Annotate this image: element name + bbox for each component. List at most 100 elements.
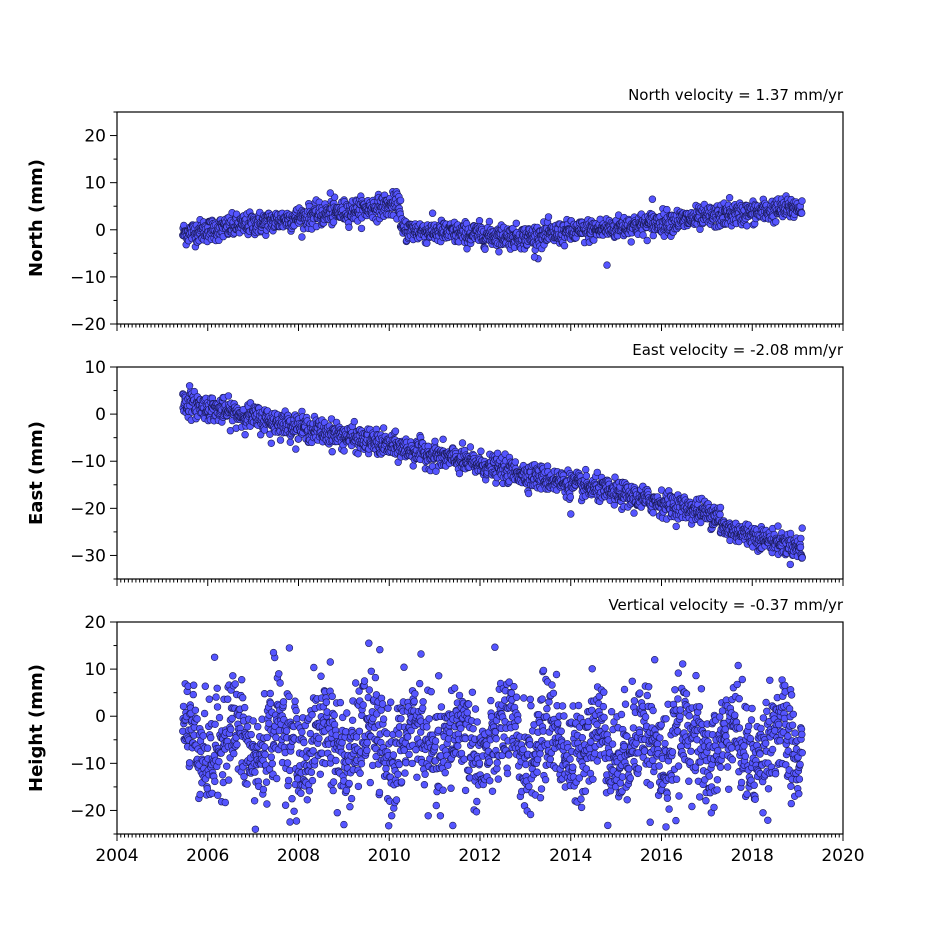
north-velocity-annotation: North velocity = 1.37 mm/yr — [628, 86, 844, 104]
east-velocity-annotation: East velocity = -2.08 mm/yr — [632, 341, 844, 359]
data-point — [215, 713, 224, 722]
data-point — [544, 213, 553, 221]
data-point — [410, 697, 418, 706]
data-point — [291, 697, 299, 705]
data-point — [225, 776, 233, 784]
data-point — [451, 684, 459, 692]
data-point — [388, 811, 396, 820]
data-point — [423, 723, 431, 731]
data-point — [566, 493, 575, 501]
data-point — [345, 223, 353, 232]
data-point — [419, 698, 427, 706]
data-point — [431, 737, 440, 745]
y-tick-label: 10 — [84, 358, 106, 378]
data-point — [193, 715, 201, 723]
data-point — [282, 727, 291, 735]
data-point — [360, 677, 369, 685]
height-panel: Vertical velocity = -0.37 mm/yr Height (… — [26, 596, 865, 866]
data-point — [485, 217, 494, 226]
data-point — [643, 236, 651, 245]
data-point — [345, 779, 353, 788]
data-point — [307, 768, 316, 776]
data-point — [425, 715, 433, 723]
data-point — [441, 768, 449, 777]
data-point — [233, 740, 241, 749]
data-point — [329, 778, 338, 786]
data-point — [363, 738, 371, 747]
data-point — [511, 458, 519, 466]
y-tick-label: 20 — [84, 127, 106, 147]
data-point — [649, 509, 657, 517]
data-point — [185, 759, 194, 767]
data-point — [292, 817, 301, 825]
data-point — [376, 645, 384, 654]
data-point — [205, 695, 214, 703]
data-point — [297, 789, 305, 797]
data-point — [560, 242, 569, 250]
data-point — [254, 722, 262, 731]
data-point — [241, 431, 249, 439]
y-tick-label: −10 — [70, 268, 106, 288]
data-point — [352, 679, 360, 687]
data-point — [396, 196, 405, 205]
data-point — [224, 392, 233, 400]
data-point — [354, 450, 362, 458]
data-point — [292, 445, 300, 453]
data-point — [465, 766, 473, 775]
data-point — [389, 751, 398, 759]
y-tick-label: 10 — [84, 174, 106, 194]
data-point — [310, 663, 318, 672]
outlier-point — [530, 253, 539, 261]
data-point — [250, 797, 259, 805]
data-point — [391, 427, 400, 435]
data-point — [431, 437, 439, 445]
data-point — [330, 711, 338, 719]
data-point — [322, 698, 331, 706]
data-point — [239, 693, 247, 702]
height-axis-label: Height (mm) — [26, 664, 47, 792]
data-point — [402, 758, 410, 767]
data-point — [196, 790, 204, 799]
data-point — [466, 443, 475, 451]
data-point — [356, 769, 364, 777]
data-point — [333, 808, 341, 817]
outlier-point — [267, 439, 275, 447]
north-points — [179, 188, 806, 269]
data-point — [298, 728, 306, 736]
data-point — [485, 758, 494, 766]
data-point — [413, 773, 421, 781]
y-tick-label: −10 — [70, 452, 106, 472]
data-point — [435, 672, 443, 680]
north-axis-label: North (mm) — [26, 159, 47, 277]
data-point — [343, 709, 351, 717]
data-point — [439, 786, 447, 794]
data-point — [329, 218, 338, 226]
north-panel: North velocity = 1.37 mm/yr North (mm) −… — [26, 86, 844, 335]
data-point — [266, 699, 275, 707]
data-point — [524, 489, 533, 498]
outlier-point — [567, 510, 575, 518]
data-point — [214, 791, 222, 799]
data-point — [716, 510, 724, 519]
data-point — [454, 742, 462, 750]
data-point — [627, 238, 635, 246]
data-point — [487, 696, 495, 705]
data-point — [375, 788, 384, 797]
outlier-point — [798, 554, 806, 562]
data-point — [199, 732, 207, 740]
data-point — [342, 727, 350, 736]
data-point — [273, 774, 281, 783]
data-point — [357, 760, 366, 768]
data-point — [486, 777, 494, 785]
data-point — [366, 778, 374, 787]
data-point — [207, 733, 215, 742]
data-point — [350, 417, 358, 426]
data-point — [317, 672, 325, 680]
data-point — [263, 733, 271, 742]
east-panel: East velocity = -2.08 mm/yr East (mm) −3… — [26, 341, 844, 586]
outlier-point — [326, 189, 334, 197]
data-point — [285, 692, 293, 701]
data-point — [772, 218, 780, 226]
y-tick-label: 0 — [95, 405, 106, 425]
data-point — [461, 786, 470, 795]
